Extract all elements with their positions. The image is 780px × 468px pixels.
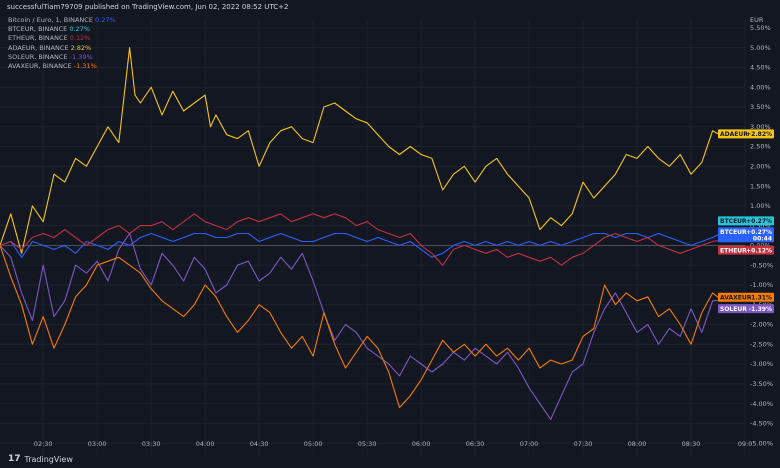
x-tick-label: 04:30 bbox=[250, 440, 269, 448]
series-line-avaxeur[interactable] bbox=[0, 245, 719, 409]
price-label-value: -1.31% bbox=[749, 294, 772, 301]
price-label-value: +2.82% bbox=[746, 131, 772, 138]
legend-item-soleur[interactable]: SOLEUR, BINANCE -1.39% bbox=[8, 52, 93, 61]
price-label-btceur[interactable]: BTCEUR +0.27% bbox=[718, 216, 774, 226]
price-label-soleur[interactable]: SOLEUR -1.39% bbox=[718, 304, 774, 314]
y-tick-label: 4.50% bbox=[750, 64, 771, 72]
legend-value: 0.27% bbox=[69, 25, 91, 34]
legend-item-avaxeur[interactable]: AVAXEUR, BINANCE -1.31% bbox=[8, 62, 97, 71]
series-layer bbox=[0, 47, 719, 420]
price-label-value: +0.12% bbox=[746, 247, 772, 254]
legend-value: 0.27% bbox=[95, 16, 116, 24]
y-tick-label: 1.50% bbox=[750, 182, 771, 190]
y-tick-label: -3.00% bbox=[750, 360, 773, 368]
legend-value: 2.82% bbox=[70, 43, 92, 52]
legend-item-btceur[interactable]: BTCEUR, BINANCE 0.27% bbox=[8, 25, 91, 34]
y-tick-label: -1.00% bbox=[750, 281, 773, 289]
x-tick-label: 06:30 bbox=[466, 440, 485, 448]
y-tick-label: 2.50% bbox=[750, 143, 771, 151]
y-tick-label: 5.50% bbox=[750, 24, 771, 32]
legend-value: 0.12% bbox=[69, 34, 91, 43]
x-tick-label: 07:30 bbox=[574, 440, 593, 448]
price-label-symbol: BTCEUR bbox=[720, 229, 747, 236]
x-tick-label: 09:0 bbox=[738, 440, 753, 448]
y-tick-label: 1.00% bbox=[750, 202, 771, 210]
x-tick-label: 07:00 bbox=[520, 440, 539, 448]
y-tick-label: -2.50% bbox=[750, 340, 773, 348]
series-line-etheur[interactable] bbox=[0, 213, 719, 266]
price-label-etheur[interactable]: ETHEUR +0.12% bbox=[718, 245, 774, 255]
grid bbox=[0, 20, 746, 455]
price-label-symbol: SOLEUR bbox=[720, 306, 747, 313]
y-tick-label: -0.50% bbox=[750, 261, 773, 269]
x-tick-label: 03:30 bbox=[142, 440, 161, 448]
tradingview-logo-icon: 17 bbox=[8, 454, 21, 464]
x-tick-label: 05:30 bbox=[358, 440, 377, 448]
x-tick-label: 04:00 bbox=[196, 440, 215, 448]
legend: Bitcoin / Euro, 1, BINANCE 0.27% BTCEUR,… bbox=[8, 16, 116, 71]
x-tick-label: 02:30 bbox=[34, 440, 53, 448]
price-labels: ADAEUR+2.82%BTCEUR +0.27%BTCEUR +0.27%00:4… bbox=[718, 129, 774, 314]
series-line-soleur[interactable] bbox=[0, 232, 719, 420]
y-tick-label: 3.50% bbox=[750, 103, 771, 111]
y-tick-label: -4.50% bbox=[750, 420, 773, 428]
y-tick-label: -3.50% bbox=[750, 380, 773, 388]
price-label-value: +0.27% bbox=[746, 229, 772, 236]
price-label-symbol: AVAXEUR bbox=[720, 294, 752, 301]
legend-value: -1.31% bbox=[73, 62, 97, 71]
brand-name: TradingView bbox=[24, 454, 73, 464]
price-label-value: +0.27% bbox=[746, 218, 772, 225]
x-tick-label: 08:30 bbox=[682, 440, 701, 448]
price-label-symbol: BTCEUR bbox=[720, 218, 747, 225]
price-label-countdown: 00:44 bbox=[753, 236, 772, 243]
price-label-adaeur[interactable]: ADAEUR+2.82% bbox=[718, 129, 774, 139]
legend-value: -1.39% bbox=[69, 52, 93, 61]
y-tick-label: 2.00% bbox=[750, 163, 771, 171]
x-axis: 02:30 03:00 03:30 04:00 04:30 05:00 05:30 06:00… bbox=[34, 440, 752, 448]
x-tick-label: 03:00 bbox=[88, 440, 107, 448]
x-tick-label: 05:00 bbox=[304, 440, 323, 448]
tradingview-brand[interactable]: 17 TradingView bbox=[8, 454, 73, 464]
y-tick-label: -5.00% bbox=[750, 439, 773, 447]
currency-label: EUR bbox=[750, 16, 764, 24]
y-tick-label: 5.00% bbox=[750, 44, 771, 52]
publish-header: successfulTiam79709 published on Trading… bbox=[7, 3, 289, 11]
series-line-adaeur[interactable] bbox=[0, 47, 719, 254]
price-label-btceur[interactable]: BTCEUR +0.27%00:44 bbox=[718, 227, 774, 243]
price-label-value: -1.39% bbox=[749, 306, 772, 313]
x-tick-label: 08:00 bbox=[628, 440, 647, 448]
legend-item-etheur[interactable]: ETHEUR, BINANCE 0.12% bbox=[8, 34, 91, 43]
y-tick-label: 0.50% bbox=[750, 222, 771, 230]
y-tick-label: 4.00% bbox=[750, 83, 771, 91]
price-label-avaxeur[interactable]: AVAXEUR-1.31% bbox=[718, 292, 774, 302]
price-label-symbol: ADAEUR bbox=[720, 131, 748, 138]
series-line-btceur[interactable] bbox=[0, 232, 719, 258]
price-label-symbol: ETHEUR bbox=[720, 247, 747, 254]
y-tick-label: -4.00% bbox=[750, 400, 773, 408]
y-tick-label: -2.00% bbox=[750, 321, 773, 329]
y-tick-label: 0.00% bbox=[750, 242, 771, 250]
legend-item-adaeur[interactable]: ADAEUR, BINANCE 2.82% bbox=[8, 43, 92, 52]
x-tick-label: 06:00 bbox=[412, 440, 431, 448]
legend-item-bitcoin-euro[interactable]: Bitcoin / Euro, 1, BINANCE 0.27% bbox=[8, 16, 116, 24]
y-tick-label: 3.00% bbox=[750, 123, 771, 131]
